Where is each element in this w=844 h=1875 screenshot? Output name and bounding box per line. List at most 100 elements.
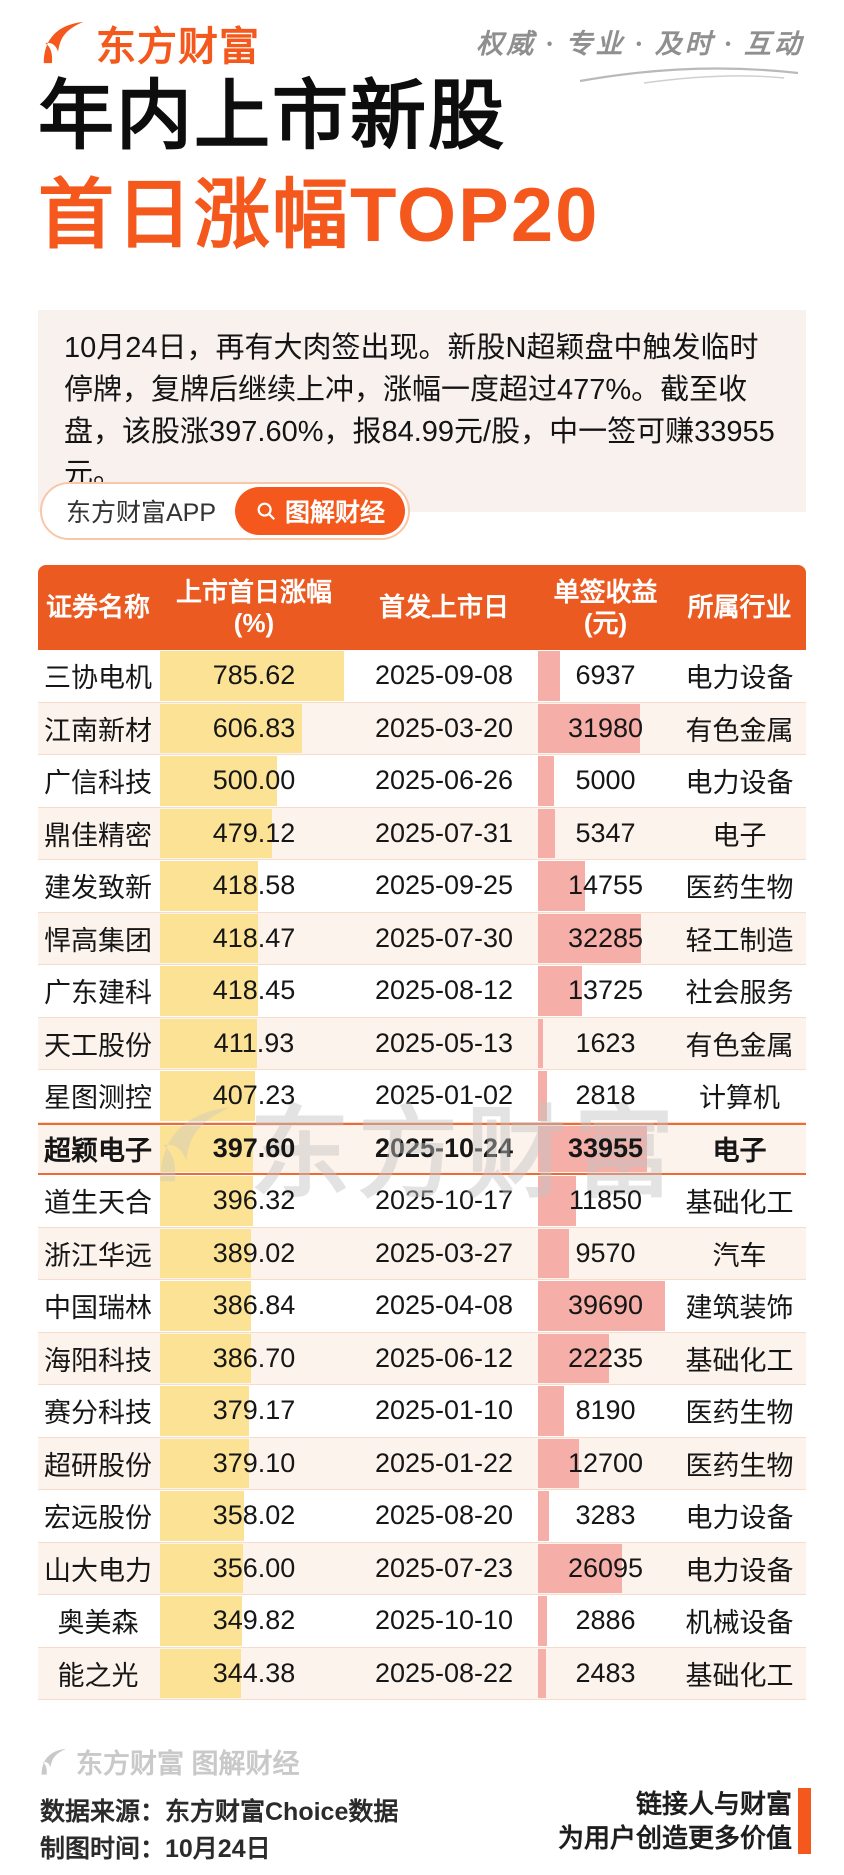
stock-name-cell: 宏远股份	[44, 1503, 152, 1534]
gain-cell: 407.23	[158, 1070, 350, 1122]
profit-cell: 32285	[538, 913, 673, 965]
tujie-caijing-button[interactable]: 图解财经	[235, 487, 406, 535]
gain-cell: 379.17	[158, 1385, 350, 1437]
stock-name-cell: 星图测控	[44, 1083, 152, 1114]
listing-date-cell: 2025-07-31	[374, 817, 514, 848]
intro-paragraph: 10月24日，再有大肉签出现。新股N超颖盘中触发临时停牌，复牌后继续上冲，涨幅一…	[38, 310, 806, 513]
title-line2: 首日涨幅TOP20	[38, 173, 600, 259]
profit-bar	[538, 1125, 647, 1172]
listing-date-cell: 2025-01-02	[374, 1080, 514, 1111]
table-row: 超研股份 379.10 2025-01-22 12700 医药生物	[38, 1437, 806, 1490]
stock-name-cell: 海阳科技	[44, 1345, 152, 1376]
gain-cell: 479.12	[158, 808, 350, 860]
stock-name-cell: 悍高集团	[44, 925, 152, 956]
gain-bar	[160, 1648, 241, 1698]
gain-bar	[160, 1438, 249, 1488]
gain-bar	[160, 756, 278, 806]
column-header: 单签收益 (元)	[553, 576, 658, 638]
gain-bar	[160, 913, 258, 963]
stock-name-cell: 赛分科技	[44, 1398, 152, 1429]
profit-bar	[538, 1281, 665, 1331]
gain-bar	[160, 966, 258, 1016]
profit-bar	[538, 1438, 579, 1488]
gain-cell: 418.45	[158, 965, 350, 1017]
table-row: 江南新材 606.83 2025-03-20 31980 有色金属	[38, 702, 806, 755]
profit-bar	[538, 966, 582, 1016]
profit-cell: 2886	[538, 1595, 673, 1647]
brand-logo-text: 东方财富	[96, 25, 260, 69]
gain-bar	[160, 1333, 251, 1383]
stock-name-cell: 山大电力	[44, 1555, 152, 1586]
table-row: 中国瑞林 386.84 2025-04-08 39690 建筑装饰	[38, 1280, 806, 1333]
gain-cell: 356.00	[158, 1543, 350, 1595]
industry-cell: 基础化工	[685, 1660, 794, 1691]
gain-cell: 606.83	[158, 703, 350, 755]
table-row: 道生天合 396.32 2025-10-17 11850 基础化工	[38, 1175, 806, 1228]
profit-bar	[538, 1596, 548, 1646]
listing-date-cell: 2025-10-17	[374, 1185, 514, 1216]
profit-cell: 3283	[538, 1490, 673, 1542]
gain-cell: 396.32	[158, 1175, 350, 1227]
table-row: 宏远股份 358.02 2025-08-20 3283 电力设备	[38, 1490, 806, 1543]
gain-cell: 411.93	[158, 1018, 350, 1070]
industry-cell: 电力设备	[685, 663, 794, 694]
cta-button-label: 图解财经	[285, 499, 386, 527]
brand-header: 东方财富	[38, 14, 260, 72]
gain-bar	[160, 808, 273, 858]
column-header: 上市首日涨幅 (%)	[175, 576, 332, 638]
industry-cell: 医药生物	[685, 1450, 794, 1481]
footer-watermark-text: 东方财富 图解财经	[76, 1749, 300, 1779]
column-header: 首发上市日	[378, 592, 509, 623]
profit-cell: 9570	[538, 1228, 673, 1280]
tagline-line1: 链接人与财富	[635, 1789, 792, 1819]
industry-cell: 电力设备	[685, 1555, 794, 1586]
table-row: 海阳科技 386.70 2025-06-12 22235 基础化工	[38, 1332, 806, 1385]
table-row: 三协电机 785.62 2025-09-08 6937 电力设备	[38, 650, 806, 703]
table-row: 星图测控 407.23 2025-01-02 2818 计算机	[38, 1070, 806, 1123]
stock-name-cell: 奥美森	[57, 1608, 139, 1639]
page-title: 年内上市新股 首日涨幅TOP20	[38, 74, 599, 258]
profit-cell: 2483	[538, 1648, 673, 1700]
slogan-block: 权威 · 专业 · 及时 · 互动	[476, 22, 804, 92]
profit-bar	[538, 1228, 569, 1278]
industry-cell: 有色金属	[685, 1030, 794, 1061]
column-header: 证券名称	[45, 592, 150, 623]
gain-bar	[160, 651, 344, 701]
industry-cell: 电力设备	[685, 1503, 794, 1534]
gain-bar	[160, 1228, 252, 1278]
gain-bar	[160, 861, 258, 911]
industry-cell: 医药生物	[685, 873, 794, 904]
app-label: 东方财富APP	[66, 499, 217, 527]
profit-cell: 5000	[538, 755, 673, 807]
table-row: 山大电力 356.00 2025-07-23 26095 电力设备	[38, 1542, 806, 1595]
listing-date-cell: 2025-08-22	[374, 1657, 514, 1688]
table-row: 悍高集团 418.47 2025-07-30 32285 轻工制造	[38, 912, 806, 965]
column-header: 所属行业	[687, 592, 792, 623]
profit-bar	[538, 913, 642, 963]
gain-cell: 785.62	[158, 650, 350, 702]
profit-cell: 12700	[538, 1438, 673, 1490]
listing-date-cell: 2025-04-08	[374, 1290, 514, 1321]
gain-bar	[160, 1176, 253, 1226]
ipo-top20-table: 证券名称 上市首日涨幅 (%) 首发上市日 单签收益 (元) 所属行业 三协电机 785.62…	[38, 565, 806, 1700]
listing-date-cell: 2025-10-10	[374, 1605, 514, 1636]
profit-cell: 13725	[538, 965, 673, 1017]
stock-name-cell: 建发致新	[44, 873, 152, 904]
profit-bar	[538, 756, 554, 806]
app-cta-pill[interactable]: 东方财富APP 图解财经	[40, 482, 411, 540]
gain-cell: 358.02	[158, 1490, 350, 1542]
stock-name-cell: 道生天合	[44, 1188, 152, 1219]
profit-cell: 26095	[538, 1543, 673, 1595]
profit-cell: 2818	[538, 1070, 673, 1122]
listing-date-cell: 2025-05-13	[374, 1027, 514, 1058]
table-row: 广信科技 500.00 2025-06-26 5000 电力设备	[38, 755, 806, 808]
gain-bar	[160, 1543, 244, 1593]
search-icon	[257, 502, 276, 521]
industry-cell: 计算机	[699, 1083, 780, 1114]
industry-cell: 建筑装饰	[685, 1293, 794, 1324]
listing-date-cell: 2025-06-12	[374, 1342, 514, 1373]
table-row: 广东建科 418.45 2025-08-12 13725 社会服务	[38, 965, 806, 1018]
profit-cell: 14755	[538, 860, 673, 912]
stock-name-cell: 广信科技	[44, 768, 152, 799]
title-line1: 年内上市新股	[38, 74, 506, 159]
